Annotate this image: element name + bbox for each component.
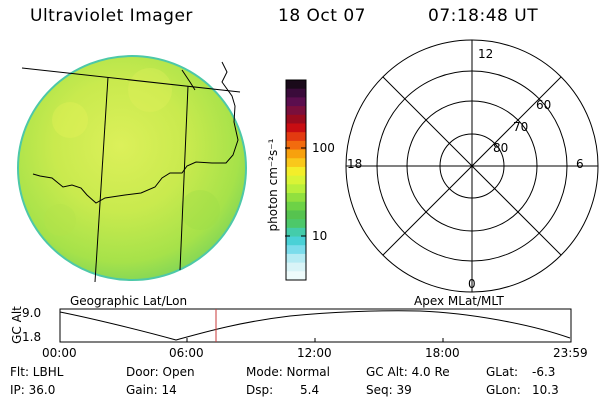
date-label: 18 Oct 07: [278, 6, 366, 26]
orbit-ytick-max: 9.0: [22, 306, 42, 320]
colorbar-segment: [286, 175, 306, 185]
colorbar-segment: [286, 158, 306, 168]
status-mode: Mode: Normal: [246, 365, 330, 379]
colorbar-segment: [286, 236, 306, 246]
status-door: Door: Open: [126, 365, 195, 379]
colorbar-tick-100: 100: [312, 141, 335, 155]
colorbar-segment: [286, 97, 306, 107]
status-dsp-value: 5.4: [300, 383, 320, 397]
colorbar-tick-10: 10: [312, 229, 328, 243]
colorbar-segment: [286, 184, 306, 194]
orbit-xtick-2359: 23:59: [553, 346, 588, 360]
colorbar-border: [285, 79, 307, 281]
status-glat-value: -6.3: [532, 365, 556, 379]
colorbar-segment: [286, 210, 306, 220]
colorbar-segment: [286, 80, 306, 90]
colorbar-segment: [286, 149, 306, 159]
colorbar: [285, 79, 307, 281]
colorbar-segment: [286, 114, 306, 124]
colorbar-segment: [286, 132, 306, 142]
status-glon-value: 10.3: [532, 383, 559, 397]
status-gc-alt: GC Alt: 4.0 Re: [366, 365, 450, 379]
uv-image-disk: [17, 55, 247, 281]
colorbar-ticks: [285, 147, 306, 237]
mlt-label-12: 12: [478, 47, 494, 61]
app-title: Ultraviolet Imager: [30, 6, 193, 26]
colorbar-segment: [286, 106, 306, 116]
colorbar-segment: [286, 88, 306, 98]
lat-label-70: 70: [513, 120, 529, 134]
status-gain: Gain: 14: [126, 383, 177, 397]
apex-label: Apex MLat/MLT: [414, 294, 504, 308]
orbit-xtick-0600: 06:00: [169, 346, 204, 360]
status-glat-label: GLat:: [486, 365, 519, 379]
colorbar-segment: [286, 201, 306, 211]
lat-label-80: 80: [493, 141, 509, 155]
colorbar-segment: [286, 219, 306, 229]
colorbar-segment: [286, 245, 306, 255]
status-filter: Flt: LBHL: [10, 365, 64, 379]
mlt-label-18: 18: [347, 157, 363, 171]
orbit-xtick-0000: 00:00: [42, 346, 77, 360]
mlt-label-6: 6: [576, 157, 584, 171]
orbit-ytick-min: 1.8: [22, 330, 42, 344]
geographic-grid: [21, 61, 241, 283]
status-dsp-label: Dsp:: [246, 383, 274, 397]
orbit-plot: [59, 308, 572, 343]
colorbar-segment: [286, 166, 306, 177]
mlt-label-0: 0: [468, 277, 476, 291]
colorbar-segment: [286, 271, 306, 281]
colorbar-segment: [286, 262, 306, 272]
colorbar-segment: [286, 227, 306, 238]
status-ip: IP: 36.0: [10, 383, 56, 397]
polar-grid: [345, 39, 599, 293]
colorbar-unit-label: photon cm⁻²s⁻¹: [266, 138, 280, 232]
lat-label-60: 60: [536, 98, 552, 112]
time-label: 07:18:48 UT: [428, 6, 539, 26]
colorbar-segment: [286, 253, 306, 264]
colorbar-segment: [286, 193, 306, 203]
geographic-label: Geographic Lat/Lon: [70, 294, 188, 308]
colorbar-segment: [286, 123, 306, 133]
status-glon-label: GLon:: [486, 383, 521, 397]
orbit-xtick-1800: 18:00: [425, 346, 460, 360]
colorbar-segment: [286, 140, 306, 151]
orbit-xtick-1200: 12:00: [297, 346, 332, 360]
status-seq: Seq: 39: [366, 383, 412, 397]
